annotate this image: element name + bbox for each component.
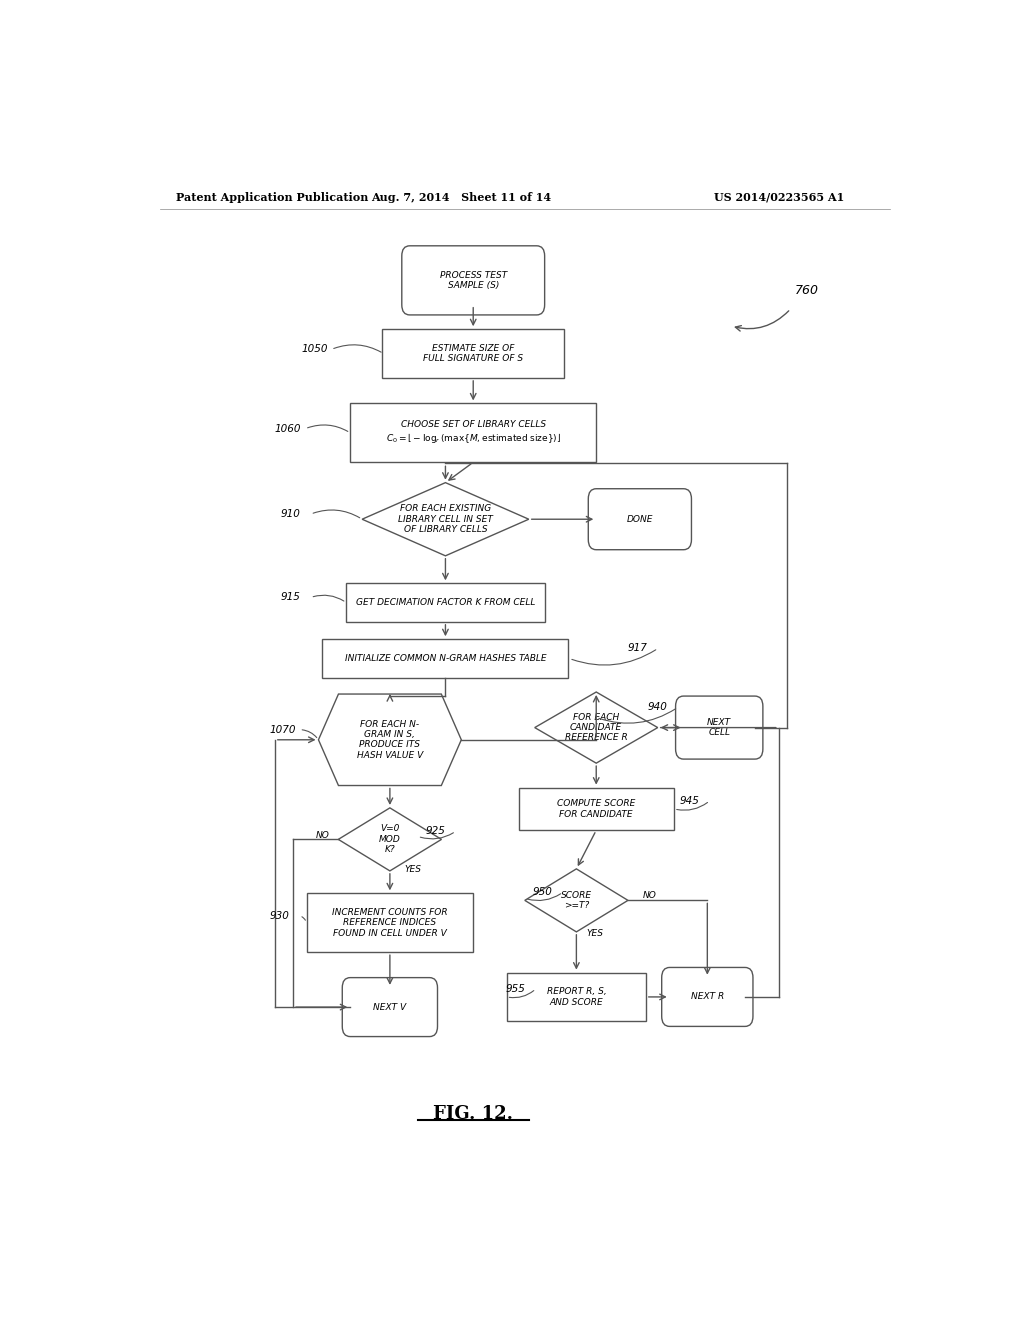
Text: 950: 950 [532,887,553,898]
Text: PROCESS TEST
SAMPLE (S): PROCESS TEST SAMPLE (S) [439,271,507,290]
Text: 1070: 1070 [269,725,296,735]
Text: 1050: 1050 [301,345,328,355]
Bar [306,894,473,952]
Text: FOR EACH EXISTING
LIBRARY CELL IN SET
OF LIBRARY CELLS: FOR EACH EXISTING LIBRARY CELL IN SET OF… [398,504,493,535]
Polygon shape [535,692,657,763]
Text: INCREMENT COUNTS FOR
REFERENCE INDICES
FOUND IN CELL UNDER V: INCREMENT COUNTS FOR REFERENCE INDICES F… [332,908,447,937]
Text: SCORE
>=T?: SCORE >=T? [561,891,592,909]
Text: 930: 930 [269,911,289,920]
Text: GET DECIMATION FACTOR K FROM CELL: GET DECIMATION FACTOR K FROM CELL [355,598,536,607]
Text: V=0
MOD
K?: V=0 MOD K? [379,825,400,854]
Text: NO: NO [315,830,330,840]
Text: Aug. 7, 2014   Sheet 11 of 14: Aug. 7, 2014 Sheet 11 of 14 [372,191,551,202]
Text: FIG. 12.: FIG. 12. [433,1105,513,1123]
Text: YES: YES [587,929,604,939]
Polygon shape [318,694,462,785]
FancyBboxPatch shape [662,968,753,1027]
Text: 917: 917 [628,643,648,653]
Text: 910: 910 [281,510,300,519]
Text: NEXT R: NEXT R [691,993,724,1002]
Bar [346,583,545,622]
Text: Patent Application Publication: Patent Application Publication [176,191,368,202]
Polygon shape [338,808,441,871]
Text: FOR EACH N-
GRAM IN S,
PRODUCE ITS
HASH VALUE V: FOR EACH N- GRAM IN S, PRODUCE ITS HASH … [356,719,423,760]
FancyBboxPatch shape [588,488,691,549]
Polygon shape [524,869,628,932]
Text: NEXT V: NEXT V [374,1003,407,1011]
Text: INITIALIZE COMMON N-GRAM HASHES TABLE: INITIALIZE COMMON N-GRAM HASHES TABLE [345,653,546,663]
Text: DONE: DONE [627,515,653,524]
Text: 940: 940 [648,702,668,713]
Bar [519,788,674,830]
Bar [350,404,596,462]
FancyBboxPatch shape [342,978,437,1036]
Text: 1060: 1060 [274,424,301,434]
Text: CHOOSE SET OF LIBRARY CELLS
$C_0 = \lfloor -\log_r(\max\{M, \mathrm{estimated\ s: CHOOSE SET OF LIBRARY CELLS $C_0 = \lflo… [386,420,561,445]
Text: 955: 955 [506,983,525,994]
Text: NO: NO [642,891,656,900]
Text: YES: YES [404,866,421,874]
Bar [323,639,568,677]
Text: 925: 925 [426,826,445,837]
FancyBboxPatch shape [401,246,545,315]
Text: 915: 915 [281,593,300,602]
Text: 760: 760 [795,284,818,297]
Text: US 2014/0223565 A1: US 2014/0223565 A1 [714,191,844,202]
Text: ESTIMATE SIZE OF
FULL SIGNATURE OF S: ESTIMATE SIZE OF FULL SIGNATURE OF S [423,343,523,363]
FancyBboxPatch shape [676,696,763,759]
Bar [382,329,564,378]
Text: NEXT
CELL: NEXT CELL [708,718,731,738]
Bar [507,973,646,1022]
Text: COMPUTE SCORE
FOR CANDIDATE: COMPUTE SCORE FOR CANDIDATE [557,799,636,818]
Text: FOR EACH
CANDIDATE
REFERENCE R: FOR EACH CANDIDATE REFERENCE R [565,713,628,742]
Text: REPORT R, S,
AND SCORE: REPORT R, S, AND SCORE [547,987,606,1007]
Polygon shape [362,483,528,556]
FancyArrowPatch shape [735,310,788,331]
Text: 945: 945 [680,796,699,805]
